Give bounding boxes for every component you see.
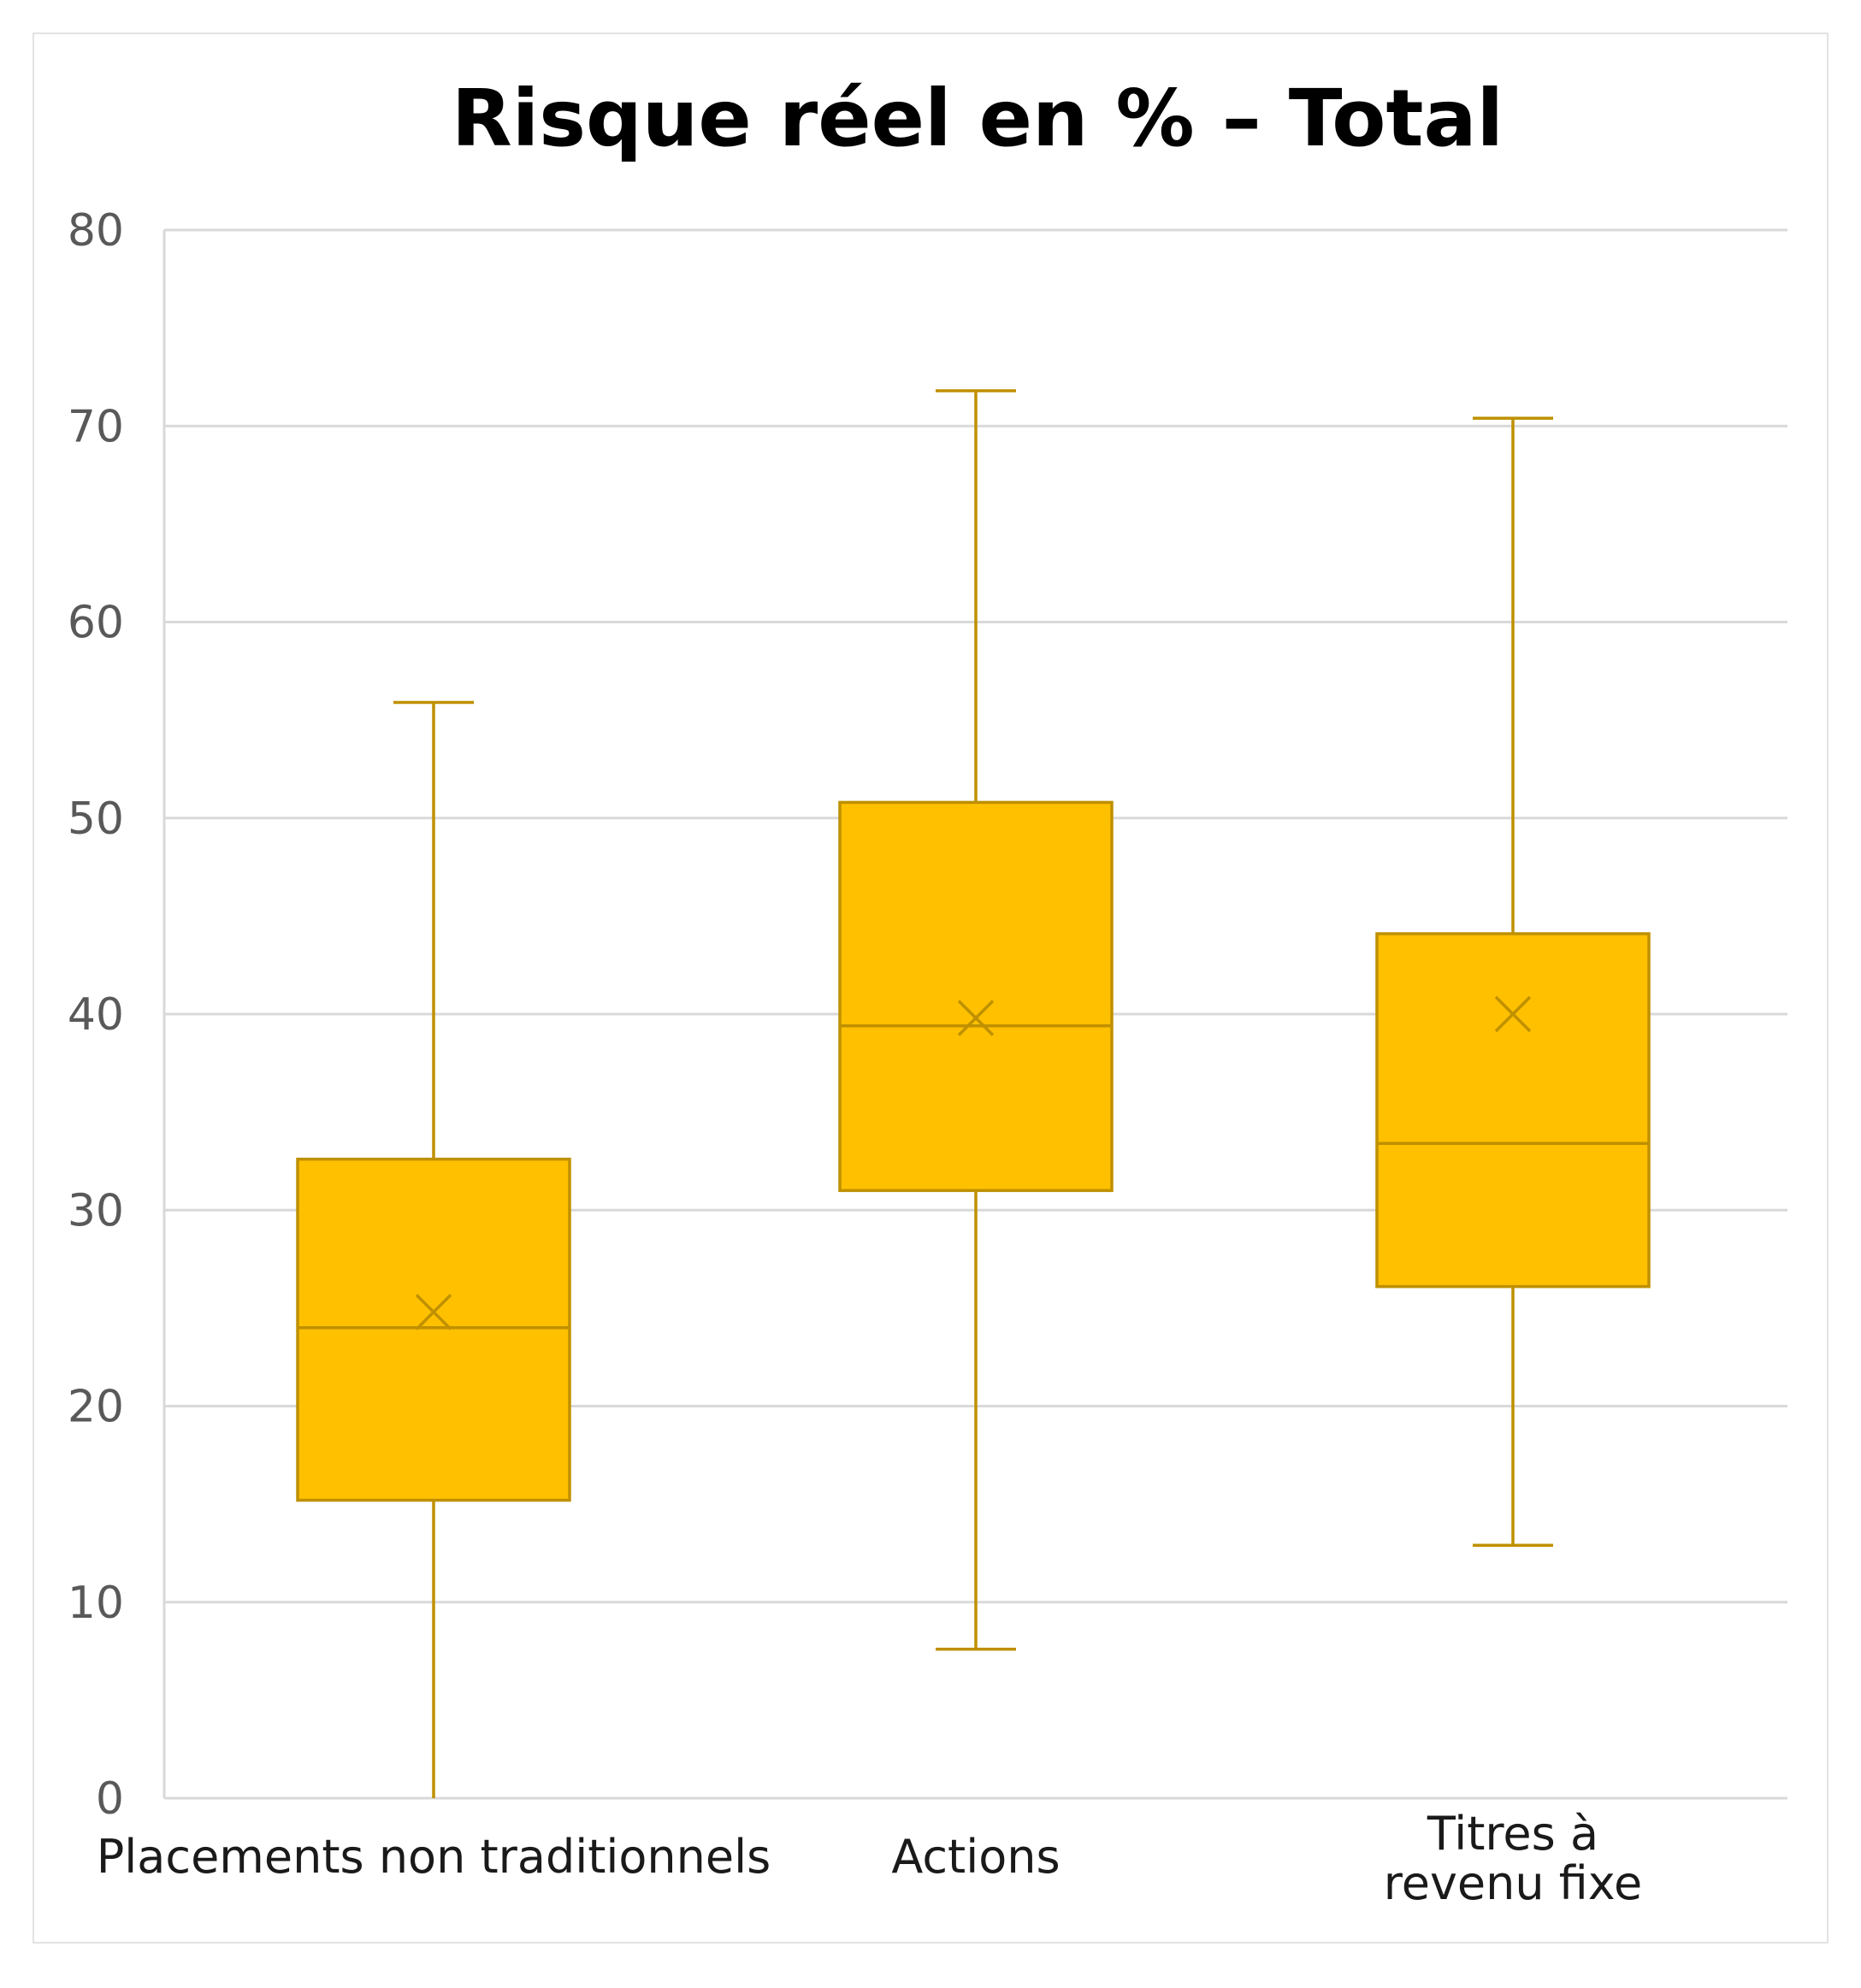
chart-title: Risque réel en % – Total	[452, 73, 1504, 164]
y-tick-label-10: 10	[68, 1578, 124, 1629]
y-tick-label-20: 20	[68, 1382, 124, 1433]
y-tick-label-40: 40	[68, 989, 124, 1041]
y-tick-label-60: 60	[68, 598, 124, 649]
y-tick-label-80: 80	[68, 205, 124, 257]
boxes	[296, 389, 1651, 1798]
x-tick-label-line: revenu fixe	[1384, 1856, 1643, 1910]
mean-marker-b	[957, 1000, 995, 1036]
box-1	[296, 700, 571, 1798]
iqr-box	[296, 1157, 571, 1502]
iqr-box	[1375, 932, 1651, 1289]
mean-marker-b	[1494, 995, 1532, 1033]
y-tick-label-30: 30	[68, 1185, 124, 1236]
x-tick-label-1: Placements non traditionnels	[97, 1830, 771, 1884]
x-tick-label-line: Actions	[891, 1830, 1060, 1884]
y-tick-label-70: 70	[68, 401, 124, 452]
iqr-box	[838, 800, 1114, 1193]
x-tick-label-line: Placements non traditionnels	[97, 1830, 771, 1884]
x-tick-label-3: Titres à revenu fixe	[1384, 1807, 1643, 1910]
box-2	[838, 389, 1114, 1651]
x-tick-labels: Placements non traditionnels Actions Titre…	[97, 1807, 1643, 1910]
box-3	[1375, 416, 1651, 1548]
mean-marker-b	[415, 1294, 452, 1330]
y-tick-labels: 0 10 20 30 40 50 60 70 80	[68, 205, 124, 1825]
y-tick-label-0: 0	[96, 1773, 124, 1825]
x-tick-label-2: Actions	[891, 1830, 1060, 1884]
x-tick-label-line: Titres à	[1427, 1807, 1598, 1861]
y-tick-label-50: 50	[68, 793, 124, 845]
